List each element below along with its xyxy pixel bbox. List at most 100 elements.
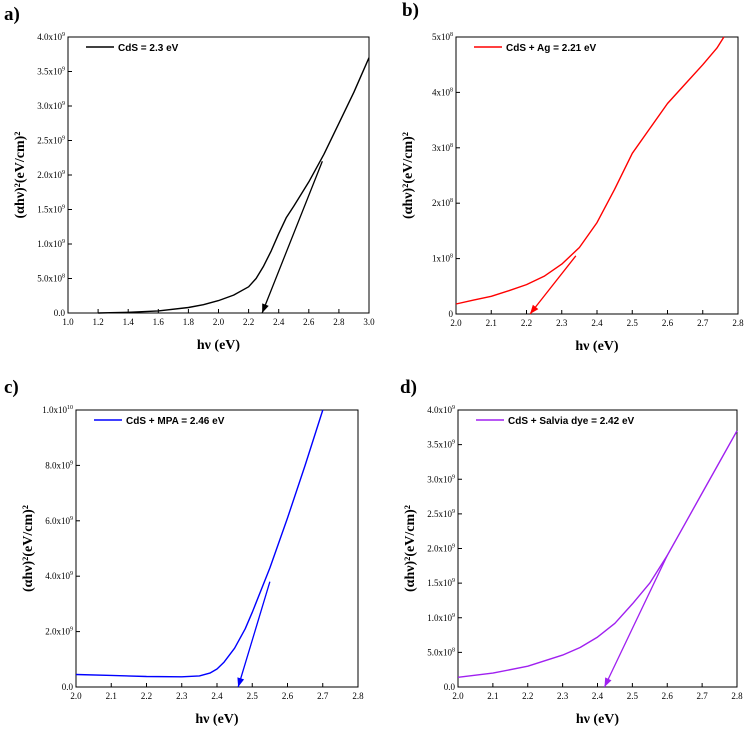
arrow-head bbox=[530, 304, 539, 314]
x-tick-label: 2.1 bbox=[486, 318, 497, 328]
x-axis-label: hν (eV) bbox=[197, 338, 241, 353]
series-line bbox=[75, 409, 324, 678]
y-tick-label: 5x108 bbox=[432, 32, 453, 42]
x-tick-label: 2.0 bbox=[450, 318, 462, 328]
y-tick-label: 8.0x109 bbox=[45, 460, 73, 470]
x-tick-label: 2.0 bbox=[213, 317, 225, 327]
y-axis-label: (αhν)²(eV/cm)² bbox=[13, 132, 28, 219]
y-tick-label: 1.5x109 bbox=[427, 578, 455, 588]
chart-panel-2: b) 2.0 2.1 2.2 2.3 2.4 2.5 2.6 2.7 2.8 0 1x108 2x108… bbox=[401, 0, 744, 354]
x-tick-label: 2.3 bbox=[176, 691, 188, 701]
x-tick-label: 2.0 bbox=[70, 691, 82, 701]
y-tick-label: 2.5x109 bbox=[427, 509, 455, 519]
y-tick-label: 4.0x109 bbox=[45, 571, 73, 581]
y-tick-label: 5.0x108 bbox=[37, 274, 65, 284]
x-tick-label: 1.2 bbox=[92, 317, 103, 327]
legend-label: CdS + Ag = 2.21 eV bbox=[506, 43, 597, 54]
y-tick-label: 3x108 bbox=[432, 143, 453, 153]
y-tick-label: 4.0x109 bbox=[37, 32, 65, 42]
y-tick-label: 0.0 bbox=[54, 308, 66, 318]
y-tick-label: 2.0x109 bbox=[45, 627, 73, 637]
panel-label: c) bbox=[4, 377, 19, 398]
x-tick-label: 2.4 bbox=[592, 691, 604, 701]
x-axis-label: hν (eV) bbox=[575, 339, 619, 354]
y-axis-label: (αhν)²(eV/cm)² bbox=[401, 132, 416, 219]
x-tick-label: 1.0 bbox=[62, 317, 74, 327]
x-axis-label: hν (eV) bbox=[576, 712, 620, 727]
x-tick-label: 2.3 bbox=[557, 691, 569, 701]
tangent-arrow bbox=[529, 255, 577, 315]
x-tick-label: 2.2 bbox=[522, 691, 533, 701]
x-tick-label: 2.4 bbox=[591, 318, 603, 328]
chart-panel-3: c) 2.0 2.1 2.2 2.3 2.4 2.5 2.6 2.7 2.8 0.0 2.0x109 4… bbox=[4, 377, 364, 727]
legend-label: CdS + Salvia dye = 2.42 eV bbox=[508, 416, 635, 427]
x-tick-label: 2.4 bbox=[211, 691, 223, 701]
y-tick-label: 4.0x109 bbox=[427, 405, 455, 415]
x-tick-label: 2.2 bbox=[521, 318, 532, 328]
y-axis-label: (αhν)²(eV/cm)² bbox=[21, 505, 36, 592]
tangent-arrow bbox=[237, 581, 271, 688]
y-tick-label: 1.0x109 bbox=[37, 239, 65, 249]
x-tick-label: 2.5 bbox=[247, 691, 259, 701]
x-tick-label: 2.2 bbox=[243, 317, 254, 327]
plot-frame bbox=[67, 36, 370, 314]
x-tick-label: 2.1 bbox=[106, 691, 117, 701]
arrow-head bbox=[604, 677, 612, 687]
series-line bbox=[455, 36, 725, 305]
panel-label: a) bbox=[4, 4, 20, 25]
y-tick-label: 1.5x109 bbox=[37, 205, 65, 215]
x-tick-label: 2.7 bbox=[697, 691, 709, 701]
y-tick-label: 2x108 bbox=[432, 198, 453, 208]
y-tick-label: 1x108 bbox=[432, 254, 453, 264]
x-tick-label: 2.1 bbox=[487, 691, 498, 701]
y-tick-label: 3.5x109 bbox=[37, 67, 65, 77]
x-tick-label: 2.8 bbox=[732, 318, 744, 328]
y-tick-label: 3.0x109 bbox=[427, 474, 455, 484]
x-axis-label: hν (eV) bbox=[195, 712, 239, 727]
plot-frame bbox=[455, 36, 739, 315]
x-tick-label: 2.8 bbox=[731, 691, 743, 701]
y-tick-label: 6.0x109 bbox=[45, 516, 73, 526]
arrow-head bbox=[262, 303, 269, 313]
plot-frame bbox=[75, 409, 359, 688]
x-tick-label: 2.5 bbox=[627, 318, 639, 328]
x-tick-label: 1.8 bbox=[183, 317, 195, 327]
y-axis-label: (αhν)²(eV/cm)² bbox=[403, 505, 418, 592]
y-tick-label: 2.0x109 bbox=[37, 170, 65, 180]
chart-panel-1: a) 1.0 1.2 1.4 1.6 1.8 2.0 2.2 2.4 2.6 2.8 3.0 0.0 5.… bbox=[4, 4, 375, 353]
x-tick-label: 2.6 bbox=[662, 318, 674, 328]
series-line bbox=[98, 57, 370, 314]
y-tick-label: 3.5x109 bbox=[427, 440, 455, 450]
x-tick-label: 1.4 bbox=[123, 317, 135, 327]
x-tick-label: 2.7 bbox=[317, 691, 329, 701]
plot-frame bbox=[457, 409, 738, 688]
y-tick-label: 4x108 bbox=[432, 87, 453, 97]
x-tick-label: 2.8 bbox=[352, 691, 364, 701]
tangent-arrow bbox=[261, 160, 323, 314]
tangent-arrow bbox=[603, 555, 668, 688]
y-tick-label: 1.0x1010 bbox=[42, 405, 73, 415]
panel-label: b) bbox=[402, 0, 419, 21]
panel-label: d) bbox=[400, 377, 417, 398]
x-tick-label: 2.6 bbox=[282, 691, 294, 701]
legend-label: CdS + MPA = 2.46 eV bbox=[126, 416, 225, 427]
x-tick-label: 2.5 bbox=[627, 691, 639, 701]
y-tick-label: 0 bbox=[449, 309, 454, 319]
x-tick-label: 2.4 bbox=[273, 317, 285, 327]
y-tick-label: 5.0x108 bbox=[427, 647, 455, 657]
x-tick-label: 2.0 bbox=[452, 691, 464, 701]
x-tick-label: 2.3 bbox=[556, 318, 568, 328]
x-tick-label: 2.6 bbox=[662, 691, 674, 701]
x-tick-label: 2.6 bbox=[303, 317, 315, 327]
legend-label: CdS = 2.3 eV bbox=[118, 43, 179, 54]
arrow-head bbox=[237, 677, 245, 687]
y-tick-label: 2.5x109 bbox=[37, 136, 65, 146]
y-tick-label: 2.0x109 bbox=[427, 544, 455, 554]
x-tick-label: 1.6 bbox=[153, 317, 165, 327]
x-tick-label: 3.0 bbox=[363, 317, 375, 327]
y-tick-label: 0.0 bbox=[444, 682, 456, 692]
chart-panel-4: d) 2.0 2.1 2.2 2.3 2.4 2.5 2.6 2.7 2.8 0.0 5.0x108 1… bbox=[400, 377, 743, 727]
x-tick-label: 2.7 bbox=[697, 318, 709, 328]
y-tick-label: 1.0x109 bbox=[427, 613, 455, 623]
